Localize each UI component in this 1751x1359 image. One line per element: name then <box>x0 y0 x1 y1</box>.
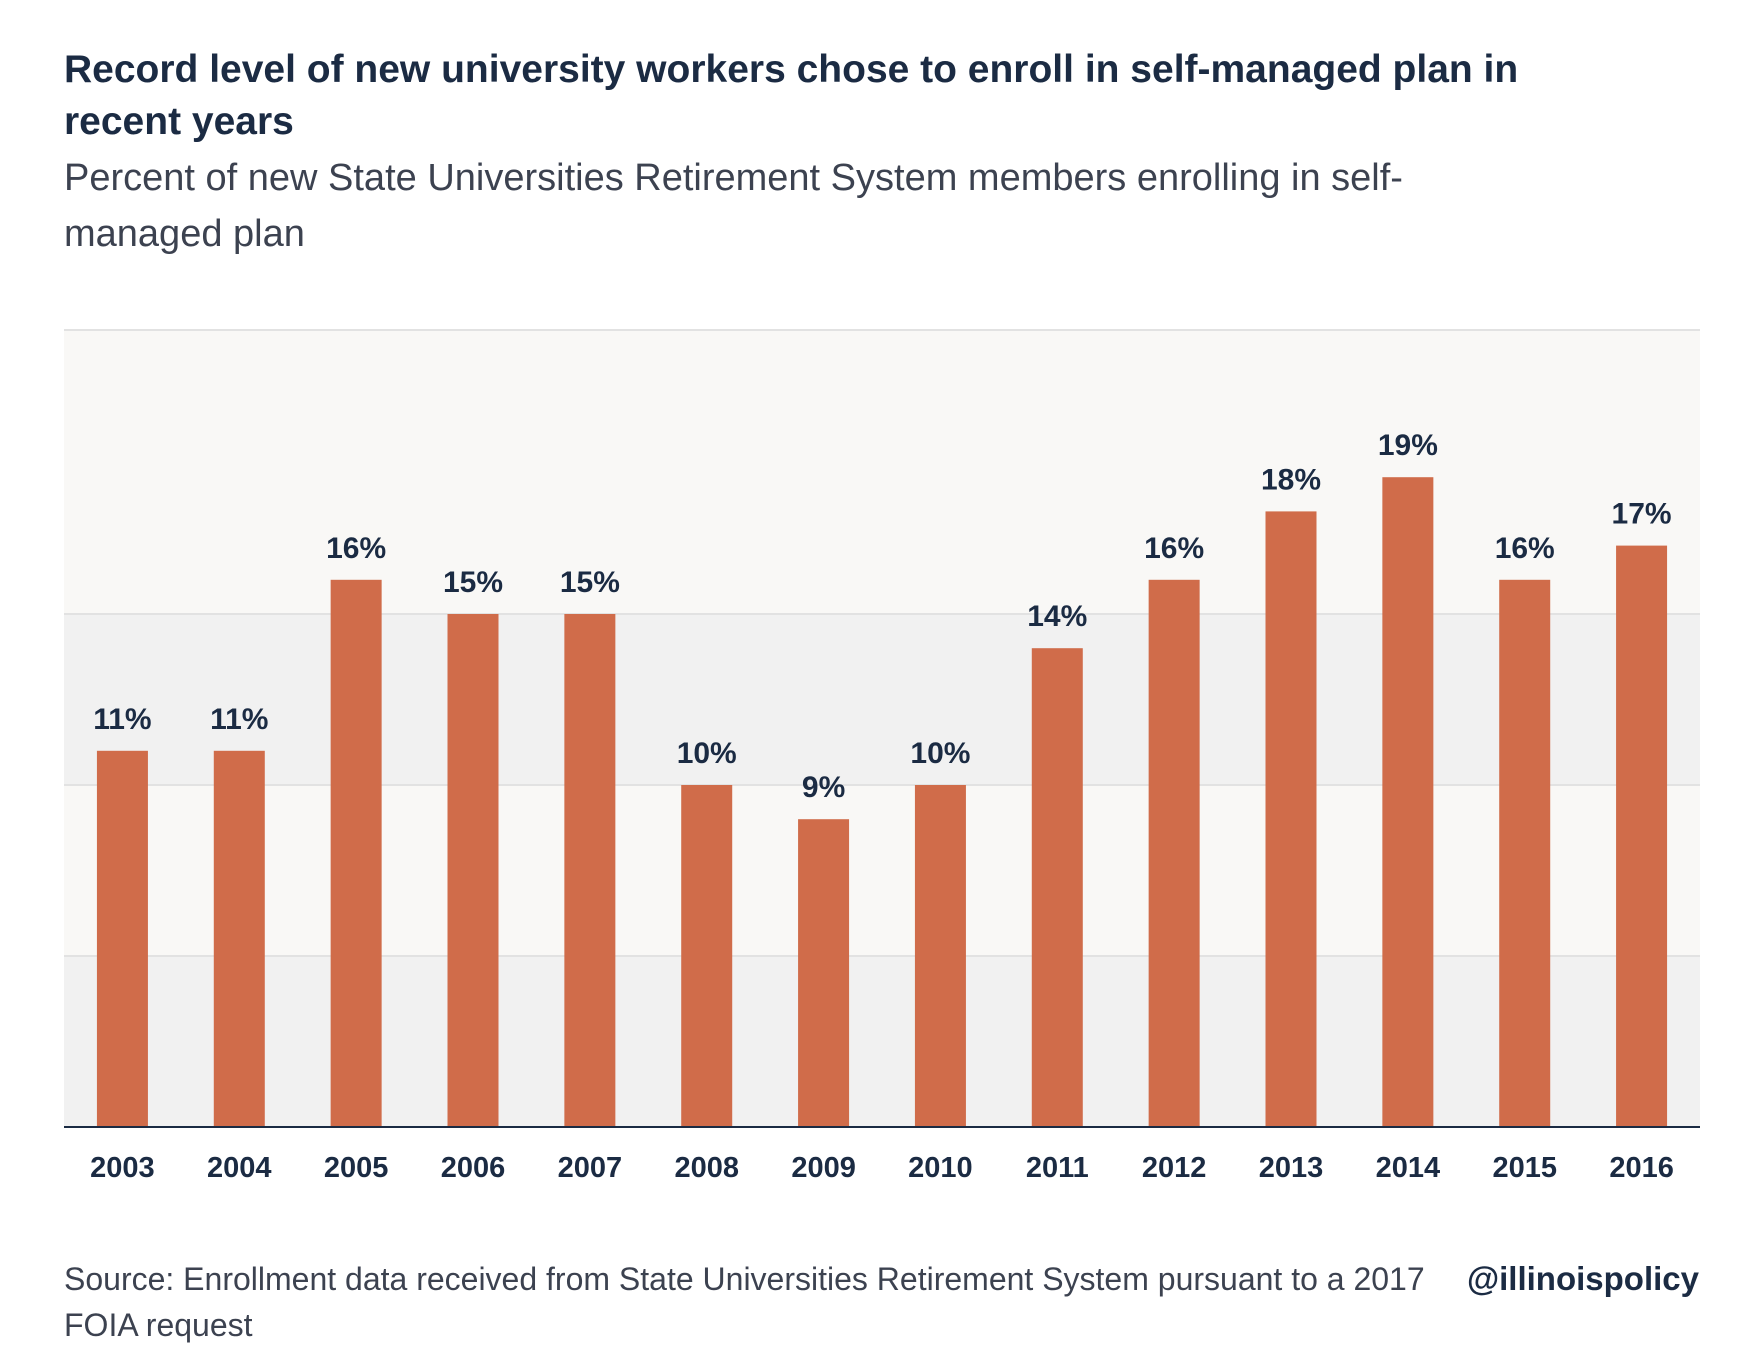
bar-2014 <box>1382 477 1434 1127</box>
bar-2006 <box>447 614 499 1127</box>
x-axis-tick-labels: 2003 2004 2005 2006 2007 2008 2009 2010 2011 2012… <box>90 1152 1674 1184</box>
background-band <box>64 614 1700 785</box>
x-tick-label: 2011 <box>1026 1152 1089 1184</box>
x-tick-label: 2009 <box>791 1152 856 1184</box>
x-tick-label: 2006 <box>441 1152 506 1184</box>
background-band <box>64 330 1700 614</box>
x-tick-label: 2005 <box>324 1152 389 1184</box>
bar-value-label: 16% <box>326 532 386 565</box>
bar-value-label: 10% <box>910 737 970 770</box>
x-tick-label: 2015 <box>1492 1152 1557 1184</box>
x-tick-label: 2010 <box>908 1152 973 1184</box>
bar-2008 <box>681 785 733 1127</box>
chart-title: Record level of new university workers c… <box>64 48 1519 143</box>
bar-2004 <box>213 750 265 1127</box>
bar-2013 <box>1265 511 1317 1127</box>
chart-subtitle: Percent of new State Universities Retire… <box>64 157 1403 255</box>
background-bands <box>64 330 1700 1127</box>
bar-value-label: 19% <box>1378 429 1438 462</box>
bar-value-label: 16% <box>1495 532 1555 565</box>
x-tick-label: 2016 <box>1609 1152 1674 1184</box>
x-tick-label: 2003 <box>90 1152 155 1184</box>
bar-value-labels: 11% 11% 16% 15% 15% 10% 9% 10% 14% 16% 18% 19% 16% 17… <box>93 429 1671 804</box>
bar-2011 <box>1031 648 1083 1127</box>
bar-value-label: 18% <box>1261 463 1321 496</box>
x-tick-label: 2014 <box>1376 1152 1441 1184</box>
bar-value-label: 11% <box>210 703 268 736</box>
bar-value-label: 15% <box>443 566 503 599</box>
bar-2009 <box>798 819 850 1127</box>
bar-2015 <box>1499 579 1551 1127</box>
bar-2005 <box>330 579 382 1127</box>
bar-value-label: 14% <box>1027 600 1087 633</box>
x-tick-label: 2004 <box>207 1152 272 1184</box>
bar-value-label: 16% <box>1144 532 1204 565</box>
bars <box>96 477 1668 1127</box>
twitter-handle: @illinoispolicy <box>1466 1260 1699 1297</box>
bar-2016 <box>1616 545 1668 1127</box>
bar-value-label: 10% <box>677 737 737 770</box>
bar-value-label: 17% <box>1612 498 1672 531</box>
x-tick-label: 2013 <box>1259 1152 1324 1184</box>
bar-value-label: 11% <box>93 703 151 736</box>
background-band <box>64 956 1700 1127</box>
bar-2012 <box>1148 579 1200 1127</box>
x-tick-label: 2012 <box>1142 1152 1207 1184</box>
x-tick-label: 2008 <box>674 1152 739 1184</box>
bar-2007 <box>564 614 616 1127</box>
bar-2010 <box>914 785 966 1127</box>
bar-2003 <box>96 750 148 1127</box>
x-tick-label: 2007 <box>558 1152 623 1184</box>
source-note: Source: Enrollment data received from St… <box>64 1261 1425 1343</box>
bar-value-label: 15% <box>560 566 620 599</box>
background-band <box>64 785 1700 956</box>
bar-value-label: 9% <box>802 771 845 804</box>
